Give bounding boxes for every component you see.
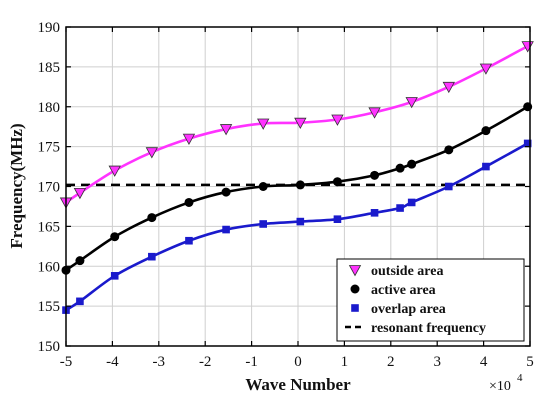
data-point-active-area: [481, 126, 491, 136]
y-axis-title: Frequency(MHz): [7, 123, 26, 248]
data-point-active-area: [75, 256, 85, 266]
legend-label-overlap-area: overlap area: [371, 302, 446, 317]
data-point-overlap-area: [523, 139, 532, 148]
data-point-overlap-area: [370, 209, 379, 217]
x-tick-label: 2: [387, 354, 395, 370]
data-point-overlap-area: [185, 236, 193, 245]
data-point-outside-area: [257, 118, 270, 130]
x-axis-title: Wave Number: [245, 375, 351, 394]
data-point-active-area: [258, 182, 268, 191]
x-multiplier-text: ×10: [489, 379, 511, 394]
data-point-active-area: [221, 187, 231, 197]
data-point-outside-area: [479, 63, 493, 75]
x-exponent-text: 4: [517, 372, 523, 384]
data-point-active-area: [407, 159, 417, 169]
data-point-outside-area: [182, 133, 196, 145]
data-point-overlap-area: [148, 252, 156, 261]
y-tick-label: 170: [38, 180, 61, 196]
data-point-active-area: [184, 197, 194, 207]
y-tick-label: 165: [38, 219, 61, 235]
data-point-outside-area: [405, 97, 418, 109]
legend-label-active-area: active area: [371, 283, 436, 298]
data-point-overlap-area: [296, 217, 305, 226]
data-point-outside-area: [219, 124, 233, 136]
data-point-outside-area: [442, 81, 455, 94]
x-tick-label: -4: [106, 354, 119, 370]
ticks-group: -5 -4 -3 -2 -1 0 1 2 3 4 5 150 155 160 165 170 175 180 185…: [38, 20, 534, 370]
data-point-outside-area: [108, 165, 121, 177]
data-point-overlap-area: [407, 198, 416, 207]
legend-marker-outside-area: [348, 265, 362, 277]
data-point-outside-area: [368, 107, 381, 119]
y-tick-label: 175: [38, 140, 61, 156]
y-tick-label: 190: [38, 20, 61, 36]
data-point-outside-area: [145, 147, 159, 159]
legend-marker-active-area: [350, 284, 360, 294]
x-tick-label: 5: [526, 354, 534, 370]
x-exponent-label: ×10 4: [489, 372, 523, 394]
x-tick-label: 1: [341, 354, 349, 370]
x-tick-label: -1: [245, 354, 258, 370]
data-point-outside-area: [294, 117, 307, 130]
data-point-overlap-area: [222, 225, 230, 234]
data-point-active-area: [295, 180, 305, 190]
legend-label-resonant-frequency: resonant frequency: [371, 321, 486, 336]
data-point-overlap-area: [482, 162, 490, 171]
data-point-overlap-area: [333, 215, 342, 223]
data-point-overlap-area: [445, 182, 453, 191]
data-point-overlap-area: [110, 272, 119, 280]
x-tick-label: -3: [153, 354, 166, 370]
legend-box: [336, 258, 525, 342]
x-tick-label: 4: [480, 354, 488, 370]
x-tick-label: 0: [294, 354, 302, 370]
data-point-active-area: [110, 232, 120, 242]
legend: outside area active area overlap area reson…: [336, 258, 525, 342]
series-overlap-area: [62, 139, 532, 314]
data-point-outside-area: [331, 114, 344, 126]
x-tick-label: 3: [433, 354, 441, 370]
data-point-active-area: [147, 213, 157, 223]
y-tick-label: 185: [38, 60, 61, 76]
data-point-overlap-area: [76, 297, 84, 306]
series-outside-area: [59, 41, 534, 209]
data-point-active-area: [332, 177, 342, 187]
y-tick-label: 180: [38, 100, 61, 116]
data-point-overlap-area: [259, 220, 267, 228]
y-tick-label: 160: [38, 259, 61, 275]
data-point-active-area: [444, 145, 454, 155]
y-tick-label: 155: [38, 299, 61, 315]
data-point-overlap-area: [396, 204, 404, 212]
data-point-active-area: [395, 163, 405, 173]
data-point-active-area: [370, 170, 380, 180]
data-point-outside-area: [73, 187, 87, 200]
legend-label-outside-area: outside area: [371, 264, 443, 279]
y-tick-label: 150: [38, 339, 61, 355]
x-tick-label: -2: [199, 354, 212, 370]
legend-marker-overlap-area: [351, 304, 359, 312]
x-tick-label: -5: [60, 354, 73, 370]
